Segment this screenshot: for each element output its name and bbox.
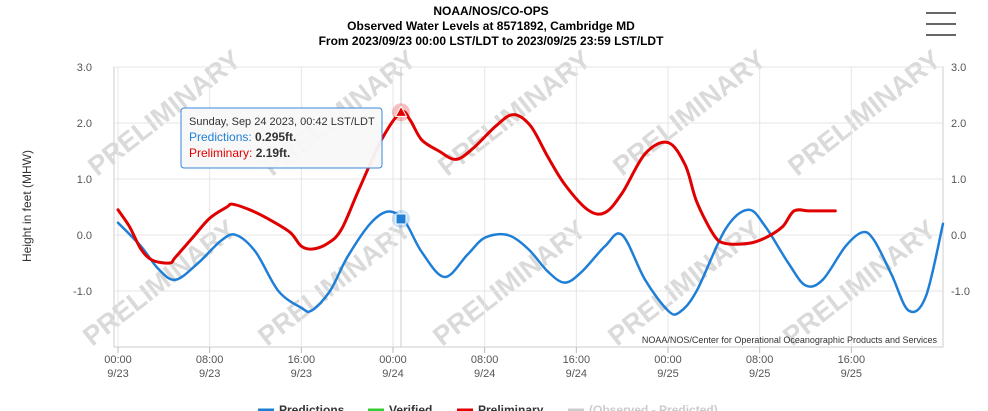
legend-item-preliminary[interactable]: Preliminary: [457, 403, 544, 411]
x-tick-time: 00:00: [654, 354, 682, 366]
y-tick-label-right: 3.0: [951, 62, 966, 74]
x-tick-time: 00:00: [379, 354, 407, 366]
tooltip-predictions: Predictions: 0.295ft.: [189, 130, 296, 144]
tooltip-box: [180, 107, 383, 169]
legend-item-observed-minus-predicted[interactable]: (Observed - Predicted): [568, 403, 718, 411]
legend-item-predictions[interactable]: Predictions: [258, 403, 345, 411]
menu-bar-bottom: [926, 34, 956, 36]
x-tick-time: 16:00: [838, 354, 866, 366]
x-tick-time: 00:00: [104, 354, 132, 366]
x-tick-date: 9/23: [199, 368, 220, 380]
x-tick-date: 9/24: [566, 368, 587, 380]
chart-title-line3: From 2023/09/23 00:00 LST/LDT to 2023/09…: [319, 34, 664, 48]
tooltip-predictions-label: Predictions:: [189, 130, 255, 144]
y-tick-label-right: 0.0: [951, 230, 966, 242]
x-tick-date: 9/23: [291, 368, 312, 380]
tooltip-title: Sunday, Sep 24 2023, 00:42 LST/LDT: [189, 116, 375, 128]
x-tick-time: 16:00: [563, 354, 591, 366]
legend-observed-minus-predicted-label: (Observed - Predicted): [589, 403, 718, 411]
y-tick-label-left: 1.0: [77, 174, 92, 186]
y-tick-label-left: -1.0: [73, 286, 92, 298]
chart-title-line1: NOAA/NOS/CO-OPS: [433, 4, 548, 18]
legend-preliminary-label: Preliminary: [478, 403, 544, 411]
y-tick-label-left: 2.0: [77, 118, 92, 130]
chart-title-line2: Observed Water Levels at 8571892, Cambri…: [347, 19, 635, 33]
y-tick-label-left: 0.0: [77, 230, 92, 242]
y-axis-right: 3.0 2.0 1.0 0.0 -1.0: [951, 62, 970, 298]
tooltip-preliminary: Preliminary: 2.19ft.: [189, 146, 290, 160]
tooltip-preliminary-value: 2.19ft.: [256, 146, 291, 160]
x-tick-time: 08:00: [471, 354, 499, 366]
x-tick-date: 9/25: [657, 368, 678, 380]
x-axis: 00:00 9/23 08:00 9/23 16:00 9/23 00:00 9/24 08:0…: [104, 347, 865, 380]
legend-verified-label: Verified: [389, 403, 432, 411]
x-tick-time: 08:00: [196, 354, 224, 366]
y-tick-label-right: -1.0: [951, 286, 970, 298]
tooltip-preliminary-label: Preliminary:: [189, 146, 256, 160]
chart-legend: Predictions Verified Preliminary (Observ…: [258, 403, 718, 411]
y-axis-label: Height in feet (MHW): [20, 150, 34, 262]
hamburger-menu-icon[interactable]: [926, 12, 956, 40]
x-tick-date: 9/25: [749, 368, 770, 380]
preliminary-hover-marker: [394, 105, 408, 117]
tooltip-predictions-value: 0.295ft.: [255, 130, 296, 144]
x-tick-time: 08:00: [746, 354, 774, 366]
menu-bar-middle: [926, 23, 956, 25]
x-tick-date: 9/24: [382, 368, 403, 380]
menu-bar-top: [926, 12, 956, 14]
x-tick-date: 9/24: [474, 368, 495, 380]
y-tick-label-right: 2.0: [951, 118, 966, 130]
gridlines: [114, 66, 943, 347]
x-tick-date: 9/23: [107, 368, 128, 380]
y-axis-left: 3.0 2.0 1.0 0.0 -1.0: [73, 62, 92, 298]
legend-predictions-label: Predictions: [279, 403, 345, 411]
credit-text: NOAA/NOS/Center for Operational Oceanogr…: [642, 335, 938, 345]
y-tick-label-left: 3.0: [77, 62, 92, 74]
predictions-hover-marker: [395, 213, 407, 225]
x-tick-date: 9/25: [841, 368, 862, 380]
series-line-preliminary[interactable]: [116, 110, 837, 265]
legend-item-verified[interactable]: Verified: [368, 403, 432, 411]
x-tick-time: 16:00: [288, 354, 316, 366]
series-line-predictions[interactable]: [116, 208, 945, 316]
tooltip: Sunday, Sep 24 2023, 00:42 LST/LDT Predi…: [180, 107, 383, 169]
series-group[interactable]: [116, 103, 945, 316]
y-tick-label-right: 1.0: [951, 174, 966, 186]
